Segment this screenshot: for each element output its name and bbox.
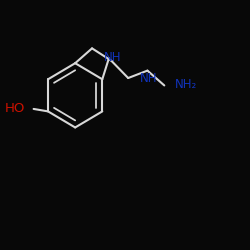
Text: NH: NH <box>104 50 121 64</box>
Text: NH: NH <box>140 72 158 85</box>
Text: HO: HO <box>5 102 25 116</box>
Text: NH₂: NH₂ <box>175 78 198 91</box>
